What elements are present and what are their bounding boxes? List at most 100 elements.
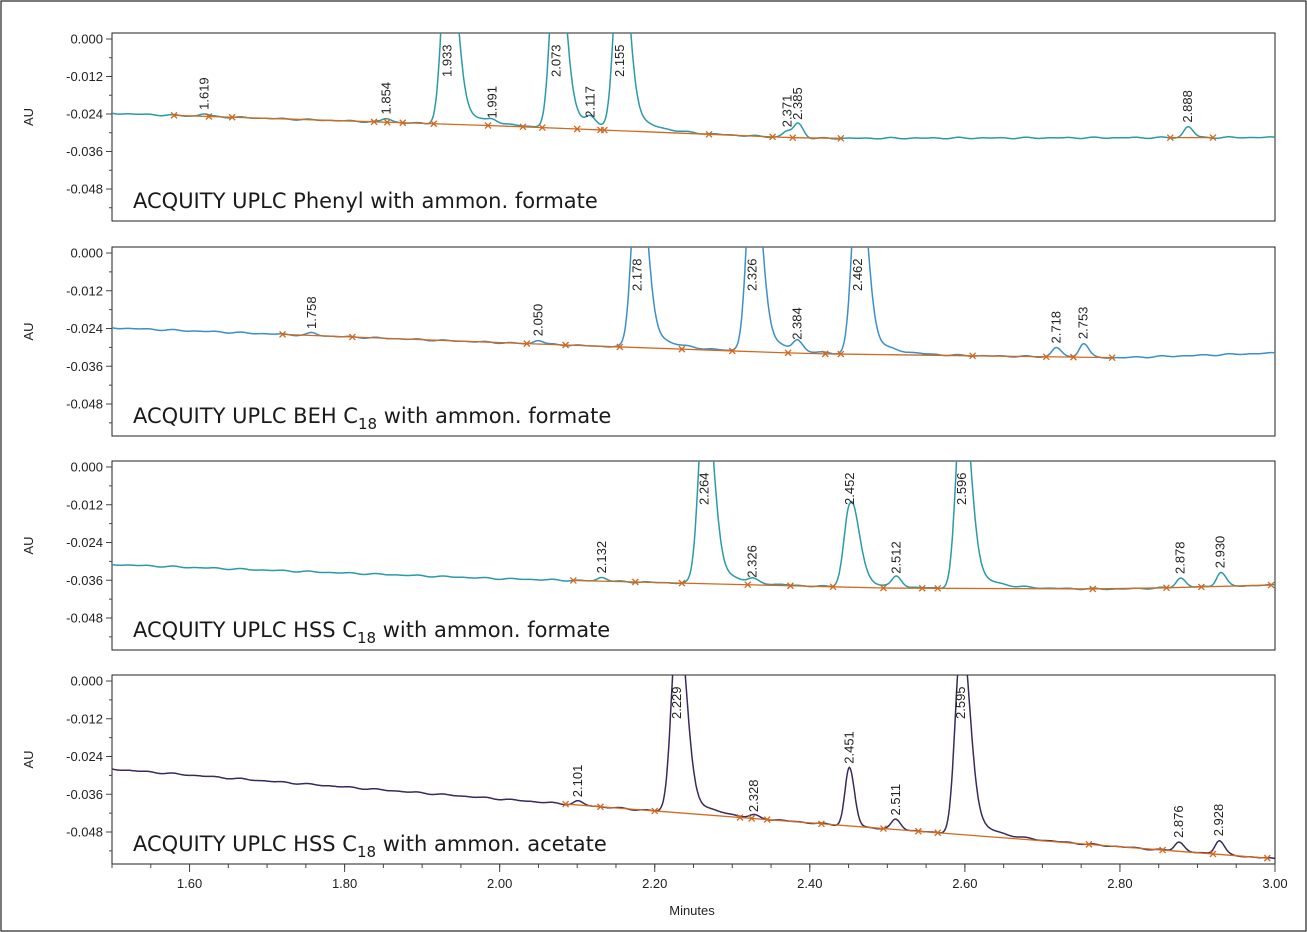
- y-tick-label: -0.024: [66, 107, 103, 122]
- panel-4: 0.000 -0.012 -0.024 -0.036 -0.048 AU 2.101 2.22…: [21, 674, 1288, 892]
- integration-baseline: [792, 137, 841, 139]
- panel-title: ACQUITY UPLC HSS C18 with ammon. acetate: [133, 832, 607, 861]
- integration-marker: [631, 578, 639, 586]
- integration-baseline: [772, 136, 793, 139]
- peak-label: 2.595: [953, 686, 968, 719]
- peak-label: 2.451: [841, 731, 856, 764]
- integration-marker: [678, 579, 686, 587]
- integration-marker: [728, 347, 736, 355]
- y-tick-label: -0.036: [66, 144, 103, 159]
- peak-label: 2.229: [669, 686, 684, 719]
- integration-marker: [348, 333, 356, 341]
- integration-baseline: [208, 115, 233, 118]
- peak-label: 2.326: [744, 545, 759, 578]
- peak-label: 2.878: [1172, 541, 1187, 574]
- peak-label: 2.596: [954, 472, 969, 505]
- integration-baseline: [681, 348, 733, 352]
- y-tick-label: -0.048: [66, 397, 103, 412]
- peak-label: 2.264: [696, 472, 711, 505]
- x-tick-label: 2.20: [642, 876, 667, 891]
- integration-marker: [170, 111, 178, 119]
- integration-marker: [562, 341, 570, 349]
- integration-baseline: [937, 832, 1089, 846]
- plot-frame: [111, 246, 1276, 437]
- integration-baseline: [573, 579, 636, 583]
- integration-baseline: [387, 121, 403, 124]
- integration-baseline: [840, 353, 973, 357]
- peak-label: 2.326: [744, 258, 759, 291]
- x-tick-label: 2.80: [1107, 876, 1132, 891]
- integration-marker: [573, 125, 581, 133]
- integration-marker: [1042, 353, 1050, 361]
- y-tick-label: -0.036: [66, 359, 103, 374]
- integration-marker: [562, 800, 570, 808]
- y-tick-label: -0.012: [66, 711, 103, 726]
- peak-label: 2.384: [789, 307, 804, 340]
- integration-baseline: [604, 129, 710, 135]
- peak-label: 2.050: [530, 304, 545, 337]
- panel-1: 0.000 -0.012 -0.024 -0.036 -0.048 AU 1.619 1.85…: [21, 32, 1276, 222]
- integration-marker: [736, 814, 744, 821]
- peak-label: 2.462: [850, 258, 865, 291]
- x-tick-label: 2.60: [952, 876, 977, 891]
- peak-label: 2.876: [1171, 805, 1186, 838]
- integration-marker: [1162, 584, 1170, 592]
- integration-marker: [1166, 134, 1174, 142]
- peak-label: 2.718: [1048, 311, 1063, 344]
- integration-baseline: [788, 352, 826, 355]
- integration-marker: [1089, 585, 1097, 593]
- integration-marker: [1159, 846, 1167, 854]
- plot-frame: [111, 32, 1276, 222]
- integration-marker: [484, 122, 492, 129]
- integration-baseline: [433, 123, 489, 127]
- integration-marker: [786, 582, 794, 590]
- panel-2: 0.000 -0.012 -0.024 -0.036 -0.048 AU 1.758 2.05…: [21, 246, 1276, 437]
- integration-baseline: [918, 830, 938, 834]
- y-tick-label: 0.000: [70, 246, 103, 261]
- integration-marker: [918, 584, 926, 592]
- peak-label: 2.328: [746, 780, 761, 813]
- y-tick-label: -0.012: [66, 283, 103, 298]
- peak-label: 1.619: [196, 77, 211, 110]
- integration-marker: [651, 807, 659, 815]
- integration-marker: [1263, 854, 1271, 862]
- y-tick-label: -0.048: [66, 182, 103, 197]
- y-tick-label: 0.000: [70, 32, 103, 47]
- integration-baseline: [1088, 843, 1163, 851]
- peak-label: 2.155: [612, 44, 627, 77]
- peak-label: 1.991: [485, 86, 500, 119]
- y-tick-label: -0.024: [66, 749, 103, 764]
- integration-baseline: [1073, 356, 1113, 359]
- integration-baseline: [565, 803, 601, 808]
- integration-marker: [228, 113, 236, 121]
- integration-marker: [837, 134, 845, 142]
- integration-baseline: [488, 124, 523, 128]
- peak-label: 2.928: [1211, 804, 1226, 837]
- integration-baseline: [732, 350, 789, 354]
- integration-baseline: [232, 116, 375, 123]
- peak-label: 2.073: [548, 44, 563, 77]
- peak-label: 2.930: [1213, 536, 1228, 569]
- integration-marker: [763, 816, 771, 824]
- integration-baseline: [1162, 849, 1214, 855]
- x-axis-label: Minutes: [669, 903, 715, 918]
- integration-baseline: [1201, 584, 1272, 588]
- integration-marker: [279, 330, 287, 338]
- integration-baseline: [542, 126, 578, 130]
- integration-marker: [705, 130, 713, 138]
- integration-baseline: [681, 582, 748, 586]
- integration-marker: [879, 825, 887, 833]
- integration-baseline: [1092, 587, 1167, 590]
- integration-marker: [817, 820, 825, 828]
- integration-marker: [934, 829, 942, 837]
- integration-baseline: [767, 818, 822, 825]
- integration-marker: [616, 343, 624, 351]
- integration-baseline: [526, 342, 566, 346]
- peak-label: 2.117: [582, 86, 597, 118]
- y-tick-label: 0.000: [70, 674, 103, 689]
- integration-marker: [821, 350, 829, 358]
- panel-title: ACQUITY UPLC BEH C18 with ammon. formate: [133, 404, 611, 433]
- y-axis-label: AU: [21, 750, 36, 768]
- integration-baseline: [282, 333, 353, 338]
